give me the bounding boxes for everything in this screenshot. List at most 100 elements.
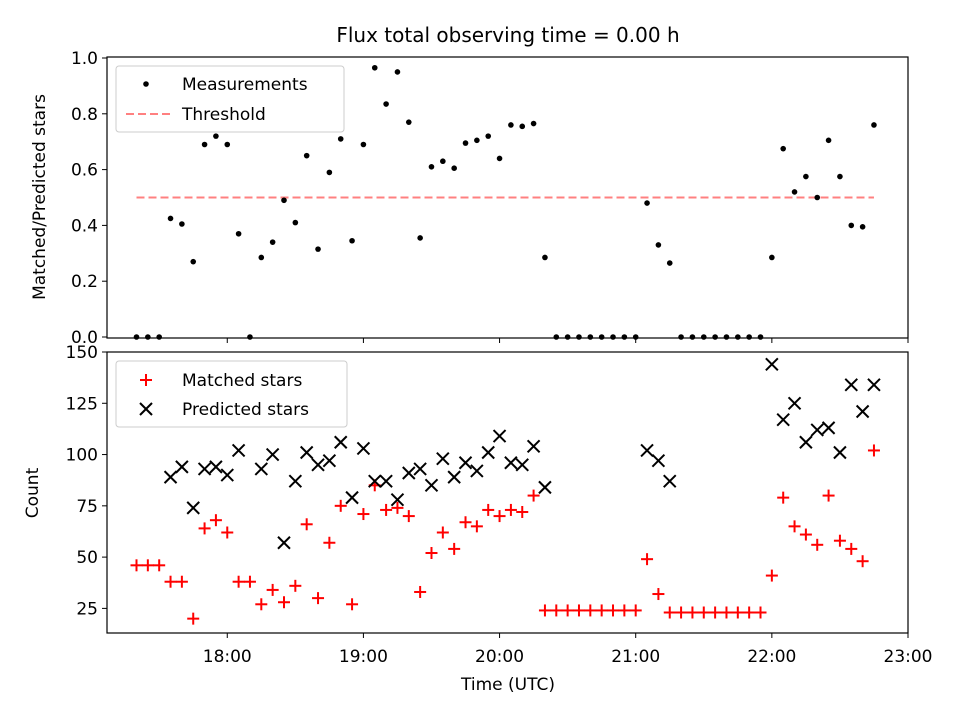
measurement-point bbox=[712, 334, 718, 340]
predicted-star-point bbox=[787, 396, 802, 410]
measurement-point bbox=[564, 334, 571, 340]
measurement-point bbox=[474, 137, 480, 144]
measurement-point bbox=[258, 254, 265, 261]
predicted-star-point-b bbox=[663, 474, 677, 488]
matched-star-point bbox=[300, 518, 313, 531]
matched-star-point bbox=[754, 606, 767, 619]
matched-star-point bbox=[289, 579, 302, 592]
predicted-star-point bbox=[799, 435, 813, 449]
measurement-point bbox=[723, 334, 730, 340]
bottom-panel: 25 50 75 100 125 150 18:00 19:00 20:00 21:00 22:0… bbox=[23, 343, 933, 695]
predicted-star-point-b bbox=[436, 451, 450, 466]
measurement-point bbox=[632, 334, 639, 340]
measurement-point bbox=[281, 197, 287, 204]
x-tick-label: 23:00 bbox=[884, 647, 933, 667]
predicted-star-point bbox=[334, 435, 348, 449]
measurement-point bbox=[871, 122, 877, 128]
matched-star-point bbox=[153, 559, 166, 572]
predicted-star-point bbox=[504, 456, 518, 470]
measurement-point bbox=[508, 122, 514, 128]
predicted-star-point-b bbox=[322, 454, 337, 468]
matched-star-point bbox=[425, 547, 438, 560]
predicted-star-point-b bbox=[163, 470, 178, 484]
bottom-y-ticks: 25 50 75 100 125 150 bbox=[66, 343, 107, 619]
matched-star-point bbox=[255, 598, 268, 611]
predicted-star-point bbox=[413, 462, 427, 476]
measurement-point bbox=[440, 158, 446, 165]
predicted-star-point-b bbox=[424, 478, 439, 493]
matched-star-point bbox=[380, 503, 393, 516]
predicted-star-point bbox=[299, 445, 314, 460]
matched-star-point bbox=[652, 588, 665, 601]
predicted-star-point-b bbox=[810, 423, 824, 437]
top-y-tick-label: 0.8 bbox=[71, 105, 98, 125]
measurement-point bbox=[451, 165, 457, 172]
predicted-star-point-b bbox=[254, 462, 269, 476]
measurement-point bbox=[462, 140, 469, 146]
matched-star-point bbox=[470, 520, 483, 533]
legend-measurements-marker bbox=[143, 81, 149, 87]
matched-star-point bbox=[436, 526, 449, 539]
matched-star-point bbox=[175, 575, 188, 588]
measurement-point bbox=[179, 221, 185, 227]
matched-star-point bbox=[232, 575, 245, 588]
x-tick-label: 21:00 bbox=[611, 647, 660, 667]
predicted-star-point bbox=[855, 404, 870, 419]
predicted-star-point bbox=[390, 492, 405, 507]
predicted-star-point bbox=[481, 445, 495, 460]
measurement-point bbox=[848, 222, 855, 229]
measurement-point bbox=[689, 334, 696, 340]
top-y-tick-label: 1.0 bbox=[71, 49, 98, 69]
measurement-point bbox=[678, 334, 684, 340]
predicted-star-point-b bbox=[447, 470, 461, 484]
legend-matched-marker bbox=[140, 374, 152, 386]
matched-star-point bbox=[845, 542, 858, 555]
matched-star-point bbox=[822, 489, 835, 502]
bottom-axes-frame bbox=[106, 351, 909, 634]
measurement-point bbox=[769, 254, 775, 261]
measurement-point bbox=[326, 169, 333, 176]
predicted-star-point-b bbox=[288, 474, 303, 488]
bottom-y-tick-label: 50 bbox=[76, 548, 98, 568]
measurement-point bbox=[746, 334, 752, 340]
predicted-star-point-b bbox=[833, 445, 847, 460]
predicted-star-point bbox=[470, 464, 484, 478]
top-legend-box bbox=[115, 65, 345, 133]
measurement-point bbox=[417, 235, 423, 241]
measurement-point bbox=[700, 334, 707, 340]
measurement-point bbox=[383, 101, 389, 107]
top-panel: 0.0 0.2 0.4 0.6 0.8 1.0 Matched/Predicted sta… bbox=[30, 49, 909, 348]
matched-star-point bbox=[788, 520, 801, 533]
chart-title: Flux total observing time = 0.00 h bbox=[336, 23, 679, 47]
measurement-point bbox=[428, 164, 435, 170]
top-y-tick-label: 0.4 bbox=[71, 216, 98, 236]
measurement-point bbox=[644, 200, 650, 206]
predicted-star-point bbox=[175, 460, 189, 474]
predicted-star-point-b bbox=[470, 464, 484, 478]
matched-star-point bbox=[618, 604, 631, 617]
bottom-y-tick-label: 75 bbox=[76, 497, 98, 517]
top-y-tick-label: 0.2 bbox=[71, 272, 98, 292]
predicted-star-point-b bbox=[345, 490, 359, 505]
measurement-point bbox=[610, 334, 616, 340]
predicted-star-point-b bbox=[402, 466, 416, 480]
legend-threshold-label: Threshold bbox=[181, 105, 266, 125]
predicted-star-point bbox=[663, 474, 677, 488]
measurement-point bbox=[859, 223, 866, 230]
predicted-star-point-b bbox=[492, 429, 507, 443]
predicted-star-point-b bbox=[265, 447, 280, 462]
matched-star-point bbox=[243, 575, 256, 588]
legend-predicted-marker bbox=[139, 402, 153, 416]
matched-star-point bbox=[731, 606, 744, 619]
matched-star-point bbox=[346, 598, 359, 611]
predicted-star-point bbox=[447, 470, 461, 484]
predicted-star-point-b bbox=[197, 462, 212, 476]
predicted-star-point bbox=[867, 378, 881, 392]
matched-star-point bbox=[187, 612, 200, 625]
measurement-point bbox=[576, 334, 582, 340]
top-y-ticks: 0.0 0.2 0.4 0.6 0.8 1.0 bbox=[71, 49, 107, 348]
matched-star-point bbox=[357, 508, 370, 521]
predicted-star-point-b bbox=[799, 435, 813, 449]
top-axes-frame bbox=[106, 56, 909, 339]
predicted-star-point bbox=[163, 470, 178, 484]
